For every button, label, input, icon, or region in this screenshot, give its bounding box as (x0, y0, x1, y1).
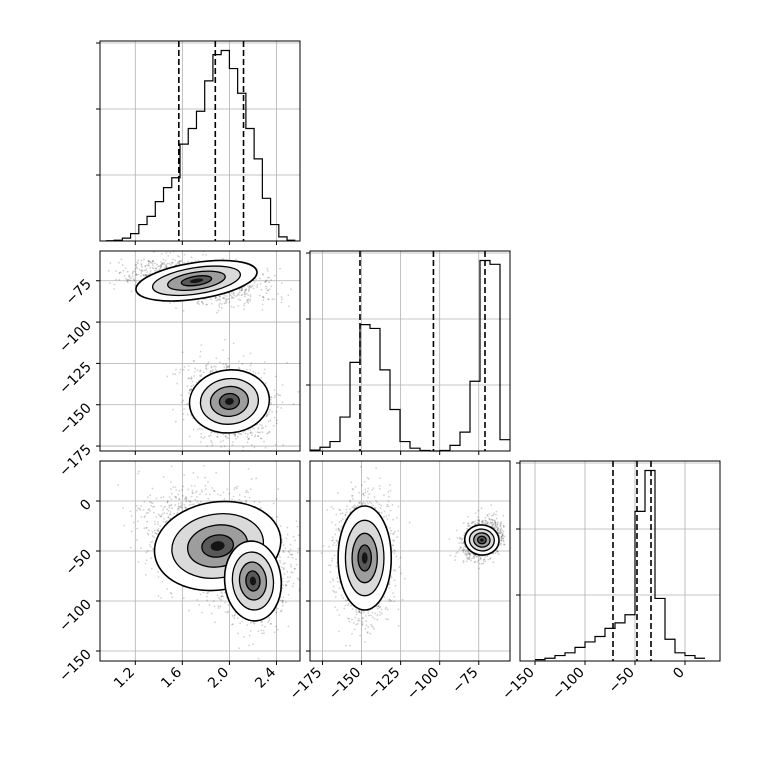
x-tick-label: 0 (670, 665, 688, 683)
hist-step-line (535, 471, 705, 660)
hist-param-2 (306, 251, 510, 451)
corner-3-vs-1 (91, 455, 315, 661)
hist-param-3 (516, 461, 720, 661)
x-tick-label: 2.4 (252, 664, 279, 691)
hist-step-line (310, 261, 510, 451)
x-tick-label: −150 (326, 665, 365, 704)
y-tick-label: 0 (77, 497, 95, 515)
y-tick-label: −175 (56, 442, 95, 481)
x-tick-label: −100 (404, 665, 443, 704)
x-tick-label: 1.6 (158, 664, 185, 691)
hist-param-1 (96, 41, 300, 241)
x-tick-label: −75 (449, 665, 481, 697)
y-tick-label: −125 (56, 359, 95, 398)
x-tick-label: −100 (549, 665, 588, 704)
corner-3-vs-2 (310, 457, 516, 663)
x-tick-label: −125 (365, 665, 404, 704)
hist-param-3-frame (520, 461, 720, 661)
x-tick-label: 2.0 (205, 665, 232, 692)
x-tick-label: −175 (287, 665, 326, 704)
x-tick-label: −150 (499, 665, 538, 704)
x-tick-label: −50 (606, 665, 638, 697)
hist-step-line (106, 51, 295, 241)
y-tick-label: −100 (56, 597, 95, 636)
y-tick-label: −150 (56, 647, 95, 686)
x-tick-label: 1.2 (111, 665, 138, 692)
contour-level (362, 552, 368, 563)
y-tick-label: −50 (63, 547, 95, 579)
corner-2-vs-1 (100, 237, 338, 462)
y-tick-label: −150 (56, 400, 95, 439)
y-tick-label: −75 (63, 276, 95, 308)
y-tick-label: −100 (56, 318, 95, 357)
